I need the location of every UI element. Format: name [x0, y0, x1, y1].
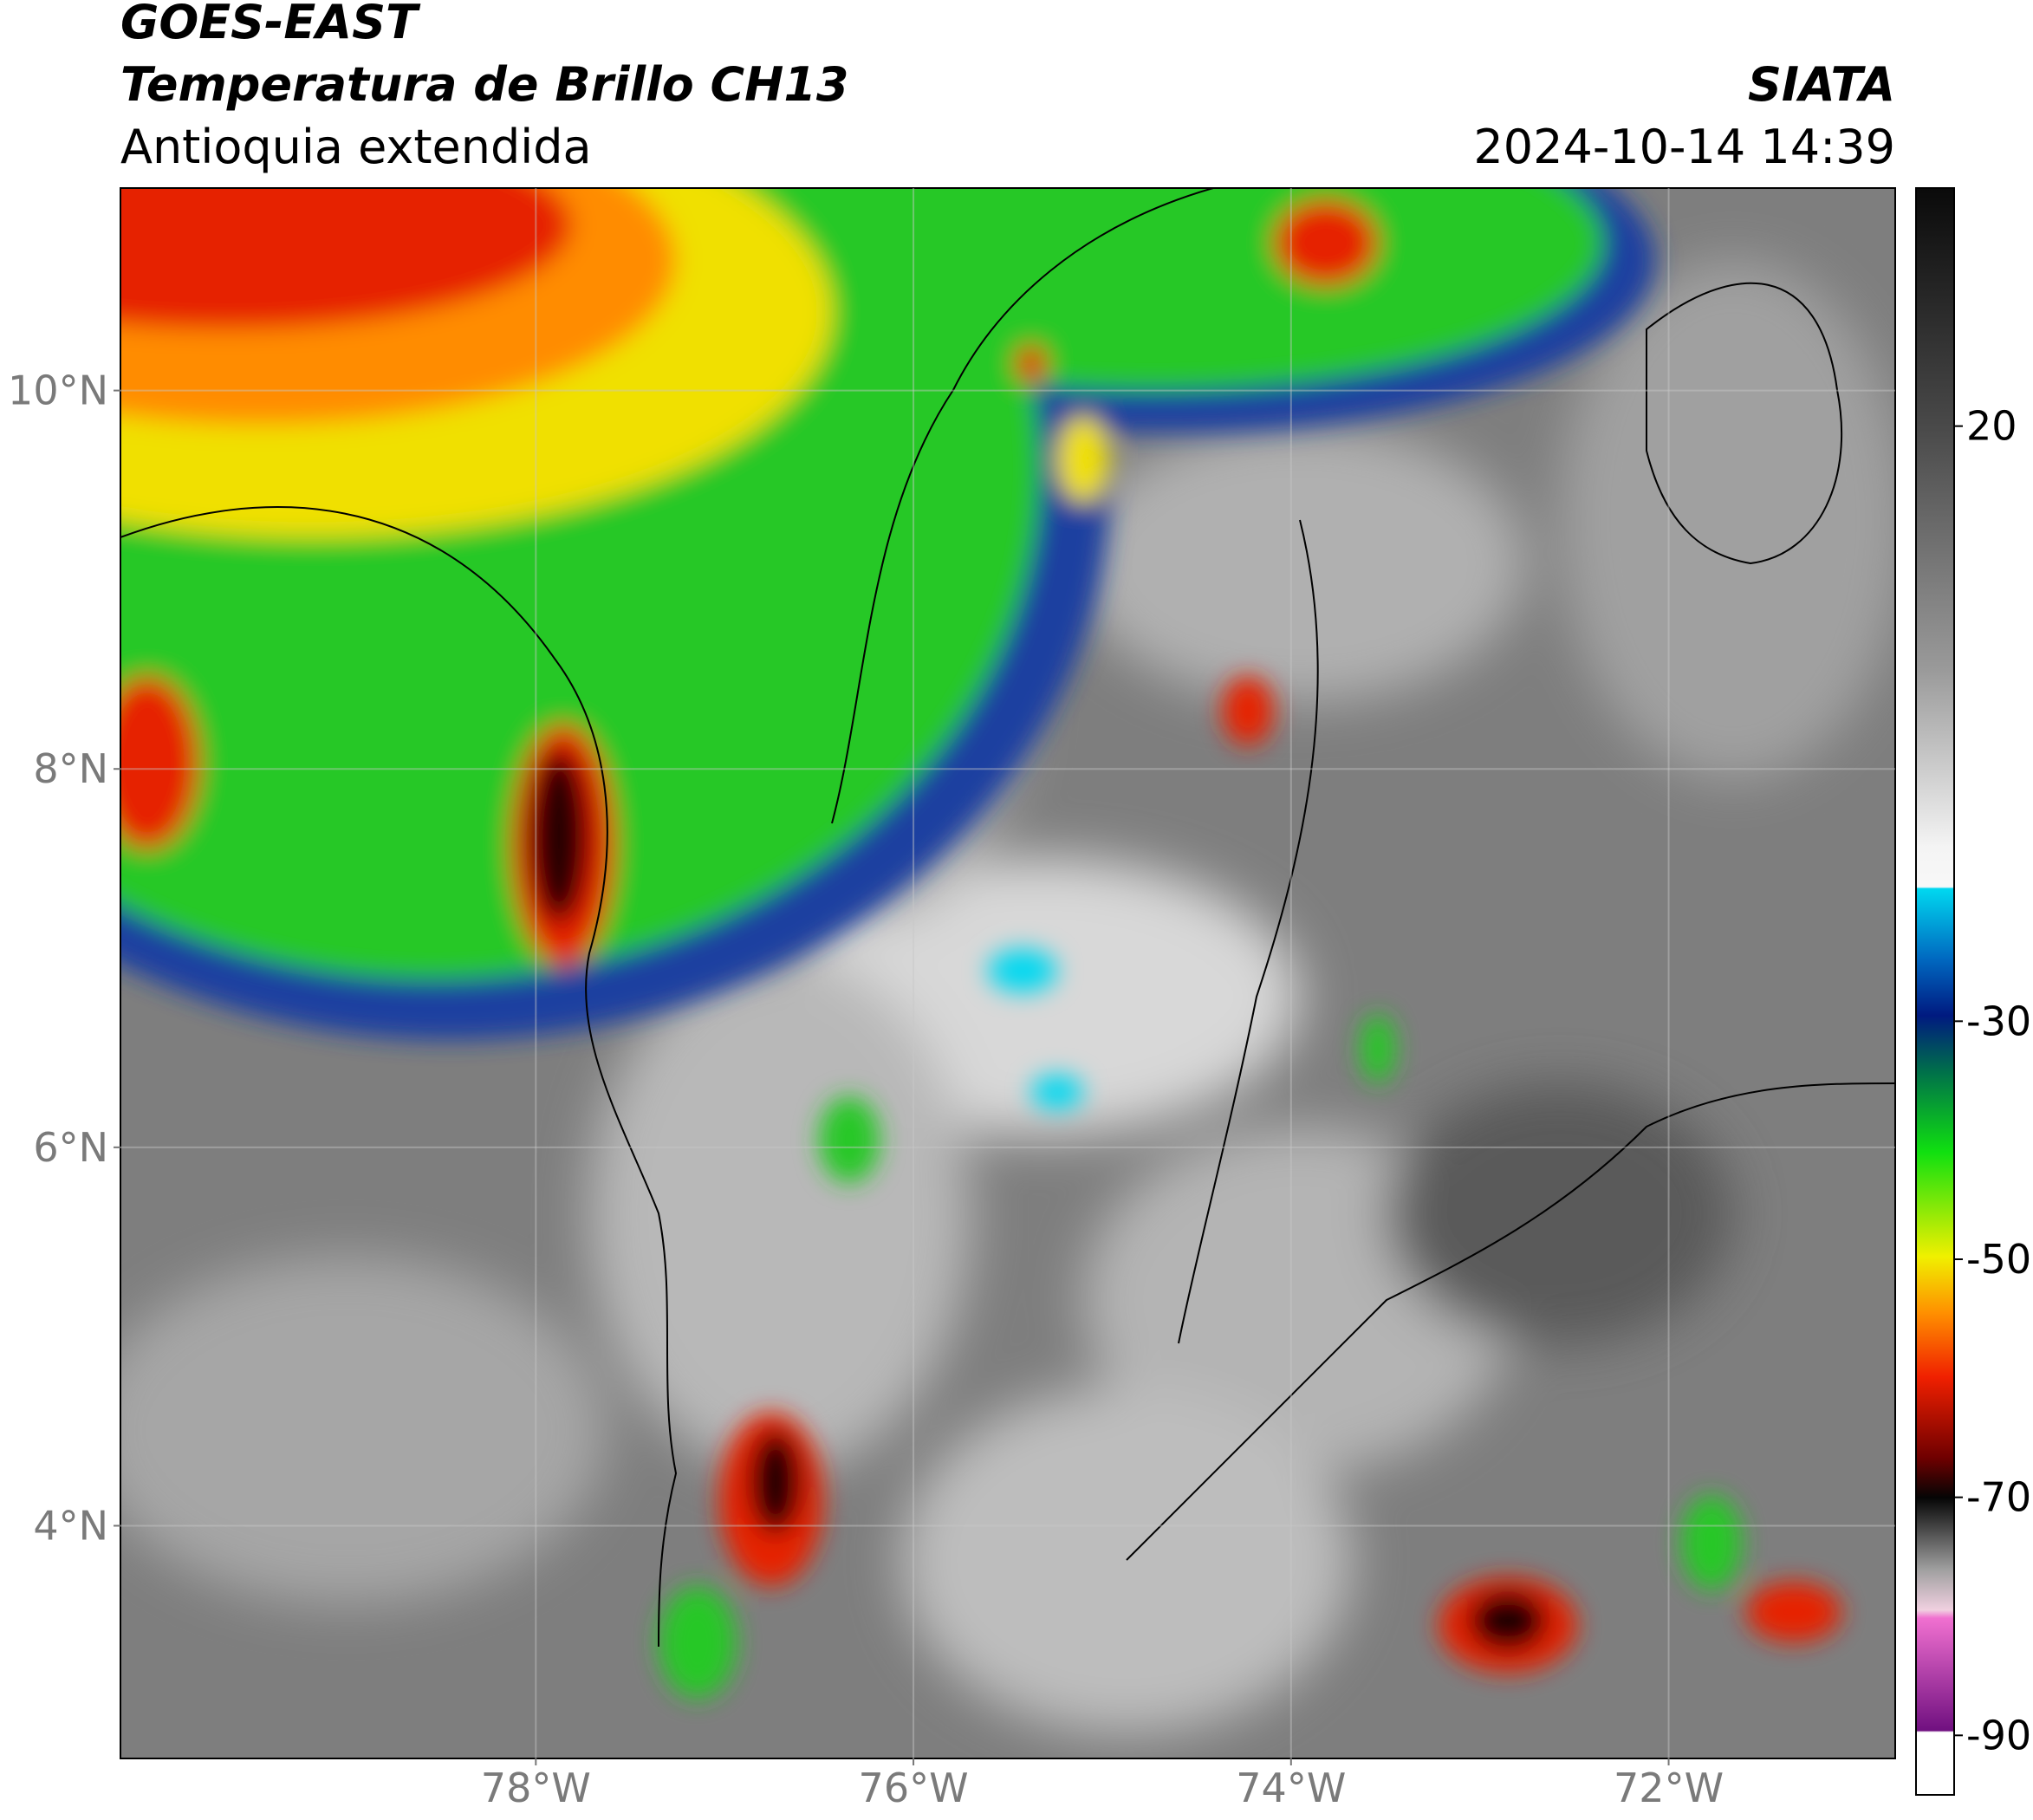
- lon-tick-label: 72°W: [1614, 1765, 1724, 1811]
- source: SIATA: [1748, 57, 1895, 112]
- timestamp: 2024-10-14 14:39: [1473, 120, 1895, 174]
- title: GOES-EAST: [120, 0, 421, 49]
- colorbar-tick-label: -90: [1966, 1712, 2031, 1758]
- colorbar-tick-label: -30: [1966, 998, 2031, 1044]
- colorbar: [1915, 187, 1955, 1796]
- subtitle: Temperatura de Brillo CH13: [120, 57, 849, 112]
- map-frame: [120, 187, 1896, 1759]
- lat-tick-label: 4°N: [33, 1502, 108, 1549]
- lat-tick-label: 10°N: [8, 367, 108, 414]
- colorbar-tick-label: -70: [1966, 1474, 2031, 1521]
- borders: [120, 188, 1895, 1648]
- colorbar-tick-label: 20: [1966, 403, 2017, 450]
- colorbar-tick-label: -50: [1966, 1236, 2031, 1283]
- region: Antioquia extendida: [120, 120, 592, 174]
- lon-tick-label: 74°W: [1236, 1765, 1346, 1811]
- lon-tick-label: 78°W: [481, 1765, 591, 1811]
- satellite-image: [120, 188, 1895, 1758]
- lat-tick-label: 6°N: [33, 1124, 108, 1171]
- lon-tick-label: 76°W: [859, 1765, 969, 1811]
- lat-tick-label: 8°N: [33, 745, 108, 792]
